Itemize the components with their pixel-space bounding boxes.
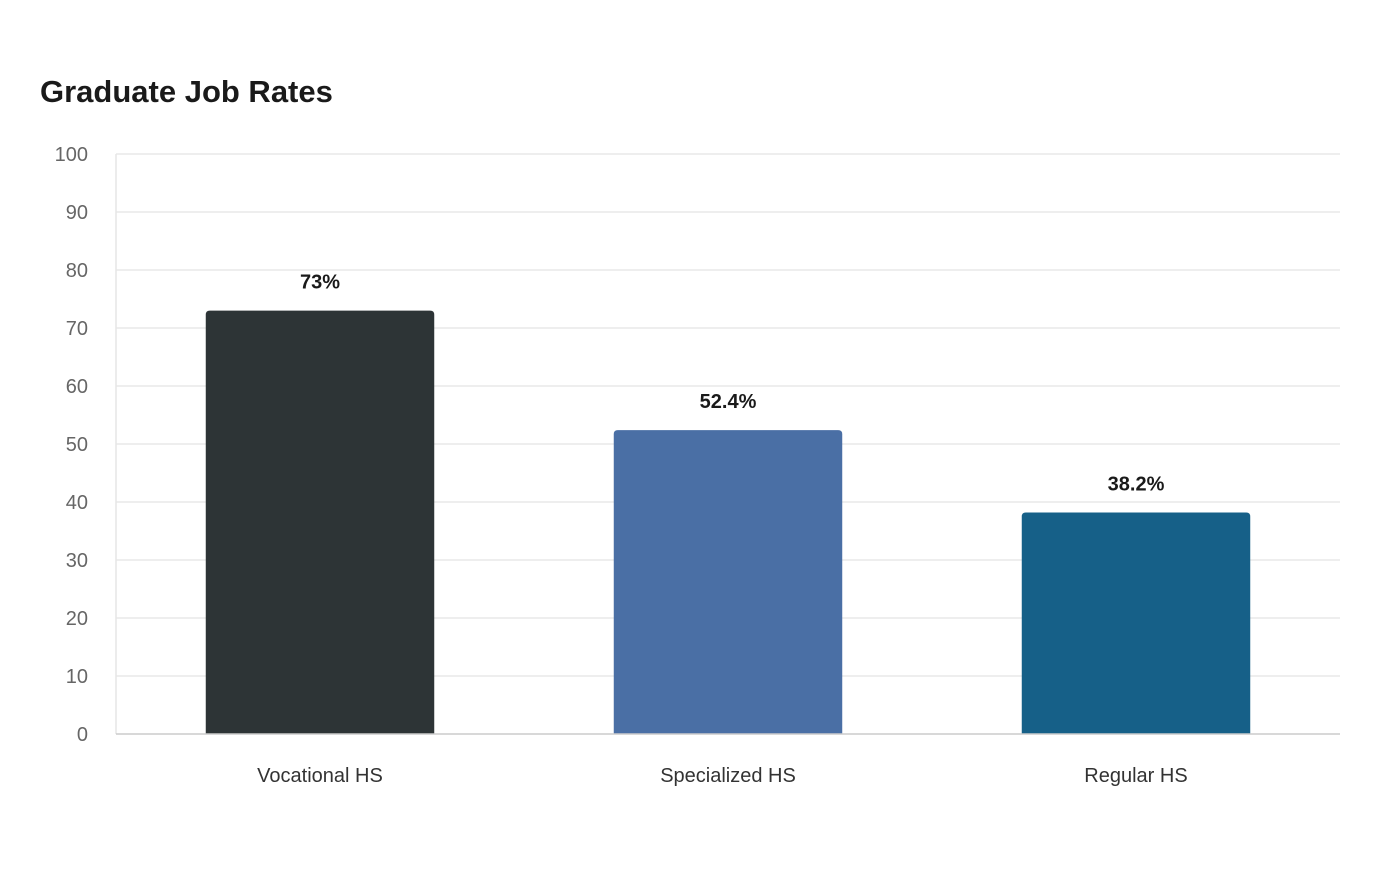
- bar-value-label: 52.4%: [700, 391, 757, 413]
- y-tick-label: 0: [77, 724, 88, 746]
- y-tick-label: 80: [66, 260, 88, 282]
- x-category-label: Specialized HS: [660, 765, 796, 787]
- x-category-label: Regular HS: [1084, 765, 1187, 787]
- axes: [115, 154, 1340, 735]
- bar: [205, 310, 435, 734]
- y-tick-label: 60: [66, 376, 88, 398]
- bar: [1021, 512, 1251, 734]
- y-tick-label: 10: [66, 666, 88, 688]
- y-tick-label: 70: [66, 318, 88, 340]
- bar-value-label: 38.2%: [1108, 473, 1165, 495]
- bars: [205, 310, 1251, 734]
- y-tick-label: 90: [66, 202, 88, 224]
- bar-value-label: 73%: [300, 272, 340, 294]
- y-tick-label: 20: [66, 608, 88, 630]
- data-labels: 73% 52.4% 38.2%: [300, 272, 1165, 496]
- chart-title: Graduate Job Rates: [40, 74, 333, 109]
- y-tick-label: 100: [55, 144, 88, 166]
- x-category-label: Vocational HS: [257, 765, 383, 787]
- y-tick-label: 30: [66, 550, 88, 572]
- y-tick-label: 50: [66, 434, 88, 456]
- y-tick-label: 40: [66, 492, 88, 514]
- y-axis-ticks: 0 10 20 30 40 50 60 70 80 90 100: [55, 144, 88, 746]
- x-axis-categories: Vocational HS Specialized HS Regular HS: [257, 765, 1188, 787]
- bar: [613, 430, 843, 734]
